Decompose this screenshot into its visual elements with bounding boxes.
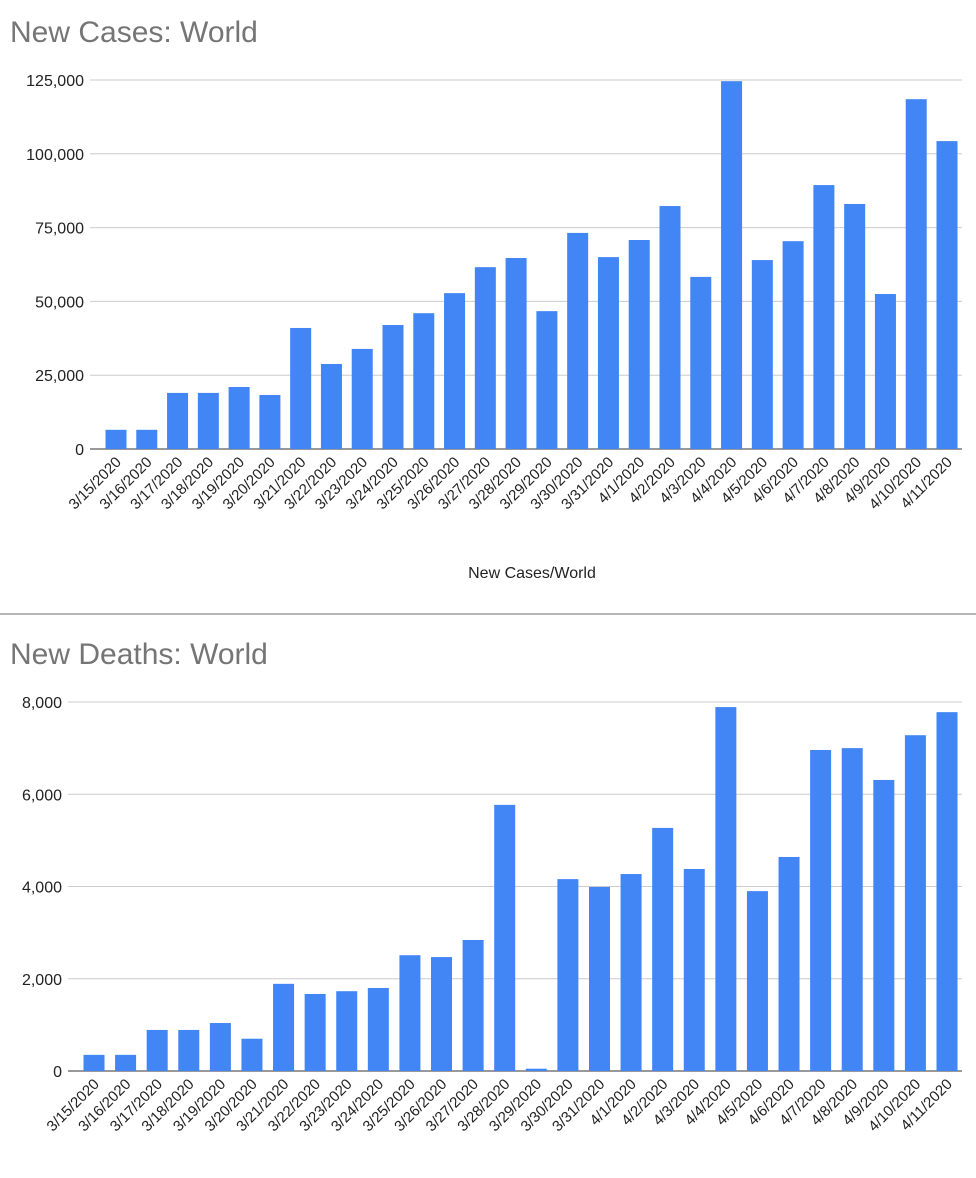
bar-deaths-21 [746,891,768,1071]
bar-deaths-19 [683,868,705,1071]
bar-cases-9 [382,325,404,449]
bar-deaths-5 [241,1038,263,1071]
bar-deaths-4 [209,1023,231,1071]
y-tick-label: 6,000 [22,787,62,804]
bar-cases-13 [505,258,527,449]
cases-plot: 025,00050,00075,000100,000125,0003/15/20… [26,73,962,513]
bar-cases-14 [536,311,558,449]
bar-deaths-25 [873,779,895,1071]
bar-cases-6 [290,327,312,449]
bar-cases-3 [197,392,219,449]
y-tick-label: 125,000 [26,73,84,90]
x-axis-label-cases: New Cases/World [468,565,596,582]
y-tick-label: 8,000 [22,695,62,712]
bar-deaths-12 [462,940,484,1071]
bar-cases-16 [597,257,619,449]
bar-cases-27 [936,141,958,450]
bar-deaths-17 [620,874,642,1071]
deaths-plot: 02,0004,0006,0008,0003/15/20203/16/20203… [22,695,962,1135]
bar-cases-21 [751,260,773,449]
y-tick-label: 0 [75,442,84,459]
bar-cases-1 [136,429,158,449]
y-tick-label: 100,000 [26,147,84,164]
bar-cases-2 [167,392,189,449]
bar-cases-4 [228,387,250,449]
bar-cases-0 [105,429,127,449]
bar-deaths-16 [588,886,610,1071]
bar-deaths-10 [399,955,421,1071]
bar-cases-12 [474,267,496,449]
bar-deaths-15 [557,879,579,1071]
bar-cases-25 [874,294,896,449]
y-tick-label: 25,000 [35,368,84,385]
bar-cases-26 [905,99,927,450]
bar-deaths-2 [146,1029,168,1071]
chart-title-cases: New Cases: World [10,16,258,49]
y-tick-label: 4,000 [22,880,62,897]
bar-cases-18 [659,206,681,449]
bar-cases-22 [782,241,804,449]
y-tick-label: 75,000 [35,221,84,238]
bar-deaths-6 [273,983,295,1071]
bar-deaths-3 [178,1029,200,1071]
bar-cases-8 [351,348,373,449]
bar-cases-15 [567,232,589,449]
bar-cases-11 [444,293,466,449]
bar-cases-5 [259,394,281,449]
bar-cases-23 [813,185,835,450]
bar-cases-24 [844,203,866,449]
bar-deaths-14 [525,1068,547,1071]
bar-cases-19 [690,276,712,449]
bar-cases-7 [320,363,342,449]
bar-deaths-22 [778,856,800,1071]
bar-cases-20 [721,81,743,450]
bar-deaths-18 [652,827,674,1071]
bar-deaths-8 [336,991,358,1071]
bar-cases-17 [628,239,650,449]
bar-deaths-27 [936,712,958,1071]
y-tick-label: 50,000 [35,294,84,311]
bar-deaths-24 [841,748,863,1071]
bar-deaths-1 [115,1054,137,1071]
bar-deaths-0 [83,1054,105,1071]
y-tick-label: 2,000 [22,972,62,989]
bar-deaths-11 [431,957,453,1071]
chart-title-deaths: New Deaths: World [10,638,268,671]
bar-deaths-20 [715,707,737,1071]
y-tick-label: 0 [53,1064,62,1081]
bar-deaths-7 [304,993,326,1071]
bar-deaths-13 [494,804,516,1071]
bar-deaths-23 [810,749,832,1071]
bar-deaths-9 [367,987,389,1071]
bar-cases-10 [413,313,435,449]
bar-deaths-26 [904,735,926,1071]
